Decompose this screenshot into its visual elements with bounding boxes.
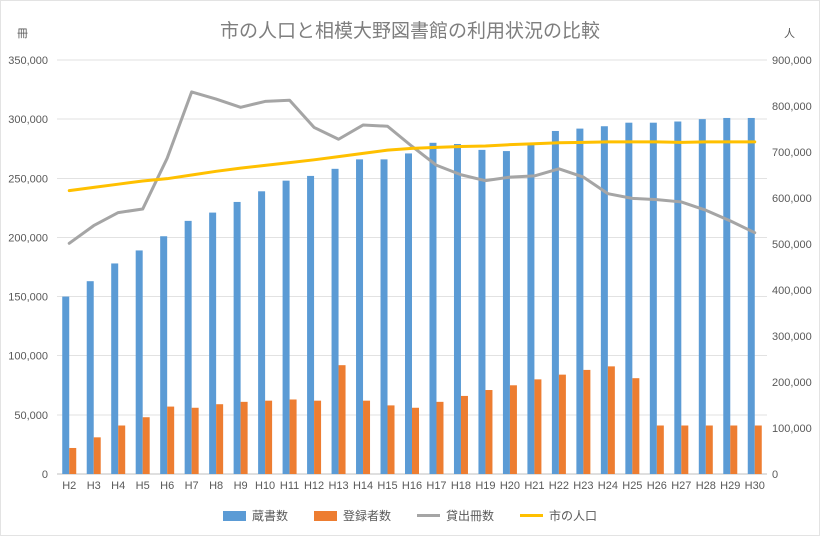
legend-swatch-loans [417, 514, 440, 517]
svg-text:H11: H11 [280, 480, 299, 492]
svg-text:100,000: 100,000 [772, 423, 812, 435]
legend-swatch-population [520, 514, 544, 517]
svg-text:H29: H29 [720, 480, 740, 492]
svg-text:H28: H28 [696, 480, 716, 492]
svg-text:H8: H8 [209, 480, 223, 492]
legend-item-registrants: 登録者数 [313, 507, 391, 524]
svg-text:H4: H4 [111, 480, 125, 492]
svg-text:H5: H5 [136, 480, 150, 492]
svg-text:H26: H26 [647, 480, 667, 492]
svg-text:H30: H30 [745, 480, 765, 492]
svg-text:250,000: 250,000 [8, 173, 48, 185]
gridlines [57, 59, 767, 475]
svg-text:H24: H24 [598, 480, 618, 492]
legend-swatch-collection [222, 510, 246, 521]
svg-text:500,000: 500,000 [772, 239, 812, 251]
svg-text:300,000: 300,000 [772, 331, 812, 343]
svg-text:800,000: 800,000 [772, 101, 812, 113]
svg-text:H19: H19 [475, 480, 495, 492]
svg-text:H25: H25 [622, 480, 642, 492]
svg-text:700,000: 700,000 [772, 147, 812, 159]
left-axis-tick-labels: 0 50,000 100,000 150,000 200,000 250,000 300,0… [8, 55, 48, 481]
svg-text:H17: H17 [426, 480, 446, 492]
registrants-bars [69, 365, 762, 474]
svg-text:H15: H15 [377, 480, 397, 492]
chart-title: 市の人口と相模大野図書館の利用状況の比較 [219, 21, 600, 42]
x-axis-labels: H2 H3 H4 H5 H6 H7 H8 H9 H10 H11 H12 H13 H14 H15 H16 H17… [62, 480, 765, 492]
svg-text:0: 0 [42, 469, 48, 481]
svg-text:200,000: 200,000 [8, 232, 48, 244]
svg-text:H20: H20 [500, 480, 520, 492]
svg-text:H23: H23 [573, 480, 593, 492]
legend-label-population: 市の人口 [549, 509, 598, 523]
legend-label-collection: 蔵書数 [251, 509, 288, 523]
svg-text:H22: H22 [549, 480, 569, 492]
svg-text:0: 0 [772, 469, 778, 481]
svg-text:350,000: 350,000 [8, 55, 48, 67]
svg-text:50,000: 50,000 [14, 410, 48, 422]
svg-text:H2: H2 [62, 480, 76, 492]
svg-text:150,000: 150,000 [8, 292, 48, 304]
svg-text:H7: H7 [185, 480, 199, 492]
svg-text:H16: H16 [402, 480, 422, 492]
svg-text:H13: H13 [328, 480, 348, 492]
legend-label-loans: 貸出冊数 [446, 509, 495, 523]
left-axis-unit-label: 冊 [17, 28, 28, 40]
svg-text:H21: H21 [524, 480, 544, 492]
legend-swatch-registrants [313, 510, 337, 521]
svg-text:H12: H12 [304, 480, 324, 492]
svg-text:H3: H3 [87, 480, 101, 492]
legend: 蔵書数 登録者数 貸出冊数 市の人口 [1, 507, 819, 524]
population-line [67, 140, 757, 193]
svg-text:200,000: 200,000 [772, 377, 812, 389]
right-axis-unit-label: 人 [784, 28, 795, 40]
svg-text:100,000: 100,000 [8, 351, 48, 363]
collection-bars [62, 117, 755, 475]
svg-text:400,000: 400,000 [772, 285, 812, 297]
plot-area: 0 50,000 100,000 150,000 200,000 250,000 300,0… [8, 55, 812, 492]
legend-item-population: 市の人口 [520, 507, 597, 524]
legend-item-collection: 蔵書数 [222, 507, 288, 524]
svg-text:H14: H14 [353, 480, 373, 492]
right-axis-tick-labels: 0 100,000 200,000 300,000 400,000 500,000 600,… [772, 55, 812, 481]
svg-text:H27: H27 [671, 480, 691, 492]
svg-text:600,000: 600,000 [772, 193, 812, 205]
legend-label-registrants: 登録者数 [342, 509, 391, 523]
svg-text:H6: H6 [160, 480, 174, 492]
svg-text:H18: H18 [451, 480, 471, 492]
legend-item-loans: 貸出冊数 [417, 507, 494, 524]
svg-text:900,000: 900,000 [772, 55, 812, 67]
loans-line [67, 90, 757, 245]
svg-text:300,000: 300,000 [8, 114, 48, 126]
svg-text:H10: H10 [255, 480, 275, 492]
svg-text:H9: H9 [234, 480, 248, 492]
